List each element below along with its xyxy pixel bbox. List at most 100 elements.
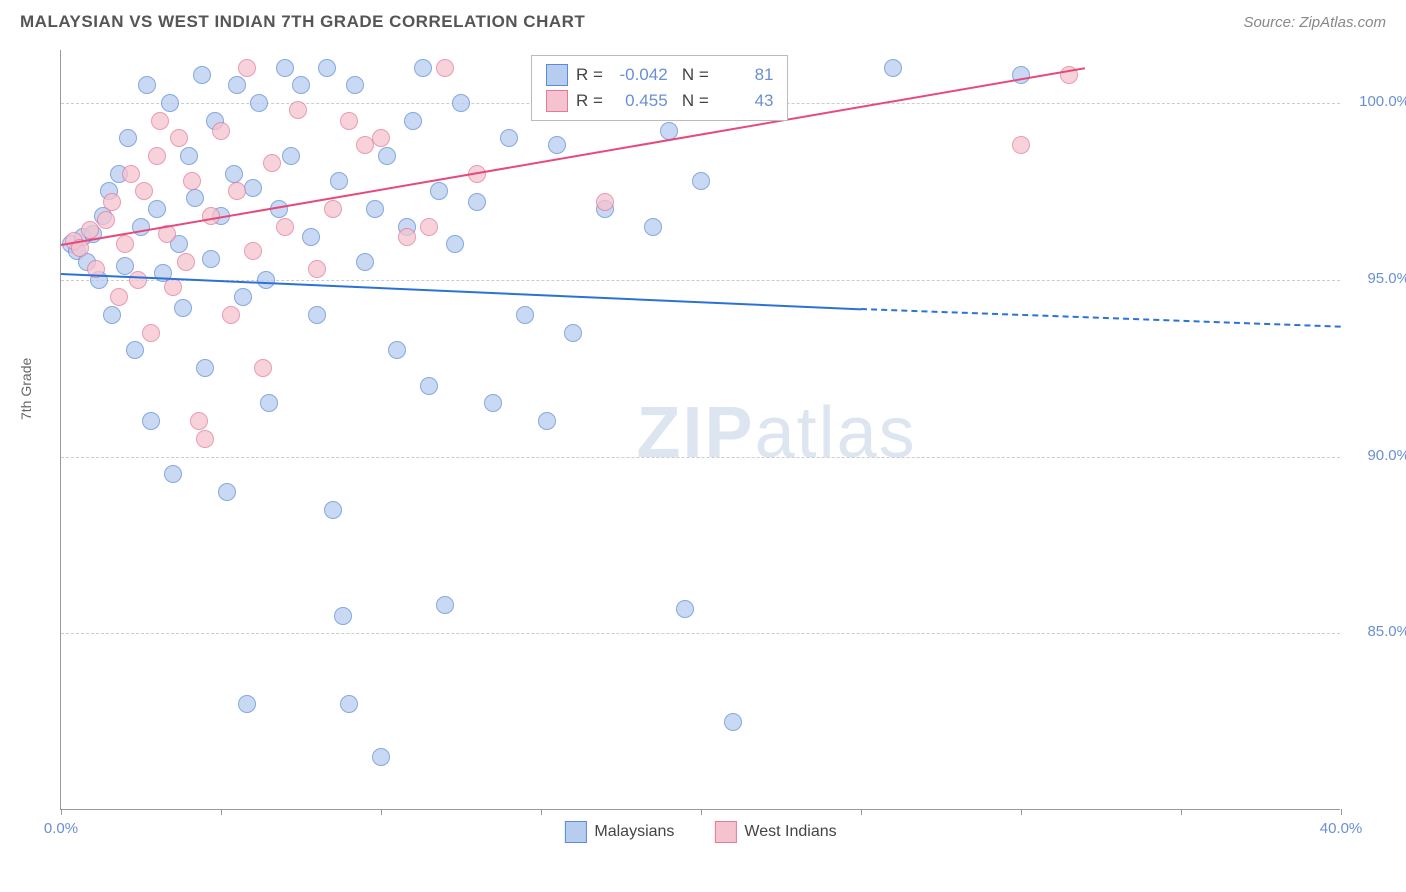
legend-row: R = 0.455 N = 43	[546, 88, 773, 114]
data-point	[340, 695, 358, 713]
data-point	[484, 394, 502, 412]
data-point	[122, 165, 140, 183]
data-point	[446, 235, 464, 253]
data-point	[260, 394, 278, 412]
data-point	[238, 695, 256, 713]
data-point	[97, 211, 115, 229]
data-point	[234, 288, 252, 306]
legend-row: R = -0.042 N = 81	[546, 62, 773, 88]
data-point	[414, 59, 432, 77]
data-point	[257, 271, 275, 289]
data-point	[372, 129, 390, 147]
data-point	[644, 218, 662, 236]
data-point	[126, 341, 144, 359]
gridline	[61, 457, 1340, 458]
data-point	[292, 76, 310, 94]
data-point	[398, 228, 416, 246]
chart-plot-area: ZIPatlas 85.0%90.0%95.0%100.0%0.0%40.0%R…	[60, 50, 1340, 810]
data-point	[538, 412, 556, 430]
data-point	[724, 713, 742, 731]
data-point	[170, 129, 188, 147]
y-axis-label: 7th Grade	[18, 358, 34, 420]
x-tick-label: 0.0%	[44, 820, 78, 837]
data-point	[334, 607, 352, 625]
data-point	[250, 94, 268, 112]
y-tick-label: 95.0%	[1350, 270, 1406, 287]
data-point	[254, 359, 272, 377]
data-point	[103, 193, 121, 211]
data-point	[164, 278, 182, 296]
data-point	[183, 172, 201, 190]
data-point	[318, 59, 336, 77]
data-point	[324, 200, 342, 218]
data-point	[225, 165, 243, 183]
data-point	[196, 430, 214, 448]
data-point	[174, 299, 192, 317]
source-label: Source: ZipAtlas.com	[1243, 14, 1386, 31]
data-point	[692, 172, 710, 190]
data-point	[282, 147, 300, 165]
data-point	[366, 200, 384, 218]
data-point	[110, 288, 128, 306]
legend-stats-text: R = -0.042 N = 81	[576, 65, 773, 85]
data-point	[222, 306, 240, 324]
data-point	[202, 250, 220, 268]
data-point	[356, 253, 374, 271]
watermark: ZIPatlas	[637, 392, 917, 474]
data-point	[500, 129, 518, 147]
data-point	[346, 76, 364, 94]
data-point	[420, 377, 438, 395]
data-point	[378, 147, 396, 165]
data-point	[142, 324, 160, 342]
data-point	[129, 271, 147, 289]
data-point	[119, 129, 137, 147]
chart-title: MALAYSIAN VS WEST INDIAN 7TH GRADE CORRE…	[20, 12, 585, 32]
data-point	[324, 501, 342, 519]
data-point	[564, 324, 582, 342]
legend-item: West Indians	[714, 821, 836, 843]
data-point	[142, 412, 160, 430]
data-point	[244, 179, 262, 197]
data-point	[151, 112, 169, 130]
x-tick	[221, 809, 222, 815]
data-point	[884, 59, 902, 77]
data-point	[289, 101, 307, 119]
x-tick	[1341, 809, 1342, 815]
y-tick-label: 85.0%	[1350, 623, 1406, 640]
data-point	[276, 218, 294, 236]
data-point	[308, 260, 326, 278]
data-point	[340, 112, 358, 130]
series-legend: Malaysians West Indians	[564, 821, 836, 843]
x-tick	[381, 809, 382, 815]
x-tick	[61, 809, 62, 815]
x-tick-label: 40.0%	[1320, 820, 1363, 837]
stats-legend: R = -0.042 N = 81 R = 0.455 N = 43	[531, 55, 788, 121]
data-point	[148, 200, 166, 218]
data-point	[263, 154, 281, 172]
data-point	[138, 76, 156, 94]
data-point	[238, 59, 256, 77]
legend-swatch	[714, 821, 736, 843]
gridline	[61, 633, 1340, 634]
data-point	[164, 465, 182, 483]
data-point	[676, 600, 694, 618]
data-point	[135, 182, 153, 200]
data-point	[302, 228, 320, 246]
data-point	[186, 189, 204, 207]
legend-series-name: West Indians	[744, 823, 836, 841]
data-point	[516, 306, 534, 324]
data-point	[190, 412, 208, 430]
x-tick	[861, 809, 862, 815]
data-point	[388, 341, 406, 359]
data-point	[430, 182, 448, 200]
x-tick	[1021, 809, 1022, 815]
data-point	[161, 94, 179, 112]
x-tick	[1181, 809, 1182, 815]
legend-series-name: Malaysians	[594, 823, 674, 841]
data-point	[116, 235, 134, 253]
data-point	[276, 59, 294, 77]
legend-item: Malaysians	[564, 821, 674, 843]
data-point	[436, 59, 454, 77]
data-point	[308, 306, 326, 324]
legend-swatch	[546, 64, 568, 86]
